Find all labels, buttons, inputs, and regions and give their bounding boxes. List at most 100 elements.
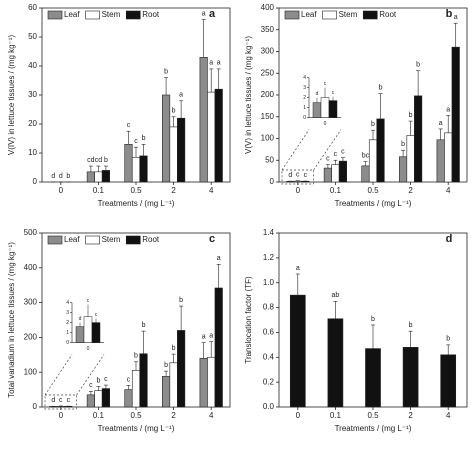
y-tick-label: 0.4 bbox=[263, 352, 275, 361]
significance-letter: a bbox=[179, 92, 183, 99]
significance-letter: c bbox=[59, 397, 63, 404]
legend-swatch bbox=[322, 10, 337, 20]
inset-letter: d bbox=[79, 316, 82, 322]
significance-letter: c bbox=[296, 172, 300, 179]
y-tick-label: 350 bbox=[261, 25, 275, 34]
significance-letter: d bbox=[51, 397, 55, 404]
x-tick-label: 0.5 bbox=[367, 186, 379, 195]
y-tick-label: 400 bbox=[24, 263, 38, 272]
significance-letter: d bbox=[59, 173, 63, 180]
bar bbox=[323, 167, 332, 183]
significance-letter: cd bbox=[95, 157, 103, 164]
inset-y-tick-label: 2 bbox=[66, 320, 69, 326]
bar bbox=[177, 117, 186, 183]
panel-label: b bbox=[446, 8, 453, 20]
significance-letter: a bbox=[454, 14, 458, 21]
panel-label: c bbox=[209, 233, 215, 245]
legend-label: Stem bbox=[102, 10, 121, 19]
y-tick-label: 150 bbox=[261, 112, 275, 121]
inset-y-tick-label: 3 bbox=[66, 310, 69, 316]
significance-letter: c bbox=[304, 172, 308, 179]
significance-letter: b bbox=[371, 316, 375, 323]
bar bbox=[451, 46, 460, 183]
bar bbox=[399, 156, 408, 183]
significance-letter: b bbox=[164, 68, 168, 75]
inset-bar bbox=[328, 100, 338, 118]
inset-y-tick-label: 2 bbox=[303, 95, 306, 101]
legend-swatch bbox=[47, 10, 63, 20]
significance-letter: b bbox=[142, 135, 146, 142]
y-tick-label: 1.4 bbox=[263, 228, 275, 237]
x-tick-label: 4 bbox=[209, 186, 214, 195]
bar bbox=[131, 157, 141, 183]
y-tick-label: 100 bbox=[24, 367, 38, 376]
significance-letter: a bbox=[446, 106, 450, 113]
legend-label: Leaf bbox=[301, 10, 317, 19]
inset-x-tick-label: 0 bbox=[324, 121, 327, 127]
y-tick-label: 300 bbox=[24, 298, 38, 307]
legend-label: Stem bbox=[339, 10, 358, 19]
bar bbox=[139, 155, 148, 183]
x-tick-label: 2 bbox=[171, 411, 176, 420]
legend-label: Leaf bbox=[64, 10, 80, 19]
bar bbox=[94, 390, 103, 408]
significance-letter: a bbox=[209, 332, 213, 339]
significance-letter: a bbox=[217, 255, 221, 262]
y-tick-label: 60 bbox=[28, 3, 37, 12]
x-tick-label: 4 bbox=[209, 411, 214, 420]
bar bbox=[331, 164, 340, 183]
inset-y-tick-label: 0 bbox=[303, 115, 306, 121]
significance-letter: a bbox=[296, 265, 300, 272]
y-axis-label: V(IV) in lettuce tissues / (mg kg⁻¹) bbox=[7, 35, 16, 156]
y-tick-label: 0.8 bbox=[263, 303, 275, 312]
bar bbox=[376, 118, 385, 183]
legend-swatch bbox=[85, 10, 100, 20]
x-tick-label: 0 bbox=[296, 411, 301, 420]
panel-label: d bbox=[446, 233, 453, 245]
y-tick-label: 0.2 bbox=[263, 377, 275, 386]
x-tick-label: 0 bbox=[59, 411, 64, 420]
bar bbox=[169, 126, 178, 183]
y-tick-label: 1.2 bbox=[263, 253, 275, 262]
inset-y-tick-label: 0 bbox=[66, 340, 69, 346]
inset-bar bbox=[83, 316, 93, 343]
y-tick-label: 40 bbox=[28, 61, 37, 70]
inset-bar bbox=[91, 322, 101, 343]
significance-letter: b bbox=[371, 121, 375, 128]
bar bbox=[86, 394, 95, 408]
bar bbox=[440, 354, 457, 408]
bar bbox=[327, 318, 344, 408]
bar bbox=[169, 362, 178, 408]
significance-letter: b bbox=[409, 112, 413, 119]
inset-letter: c bbox=[324, 81, 327, 87]
zoom-link bbox=[313, 129, 342, 171]
bar bbox=[289, 294, 306, 408]
y-axis-label: V(V) in lettuce tissues / (mg kg⁻¹) bbox=[244, 36, 253, 154]
bar bbox=[368, 139, 378, 183]
significance-letter: b bbox=[172, 108, 176, 115]
bar bbox=[101, 388, 110, 408]
legend-swatch bbox=[362, 10, 378, 20]
legend-swatch bbox=[47, 235, 63, 245]
bar bbox=[361, 165, 370, 183]
zoom-box bbox=[44, 394, 77, 410]
bar bbox=[124, 144, 133, 183]
y-tick-label: 500 bbox=[24, 228, 38, 237]
inset-letter: c bbox=[87, 298, 90, 304]
significance-letter: b bbox=[104, 157, 108, 164]
bar bbox=[444, 132, 453, 183]
x-axis-label: Treatments / (mg L⁻¹) bbox=[335, 424, 412, 433]
bar bbox=[436, 139, 445, 183]
significance-letter: b bbox=[416, 61, 420, 68]
significance-letter: c bbox=[127, 376, 131, 383]
bar bbox=[162, 94, 171, 183]
y-tick-label: 400 bbox=[261, 3, 275, 12]
bar bbox=[293, 180, 302, 183]
x-tick-label: 0.5 bbox=[130, 186, 142, 195]
y-tick-label: 50 bbox=[28, 32, 37, 41]
legend-swatch bbox=[125, 10, 141, 20]
significance-letter: a bbox=[217, 60, 221, 67]
y-tick-label: 100 bbox=[261, 134, 275, 143]
y-tick-label: 0.6 bbox=[263, 328, 275, 337]
